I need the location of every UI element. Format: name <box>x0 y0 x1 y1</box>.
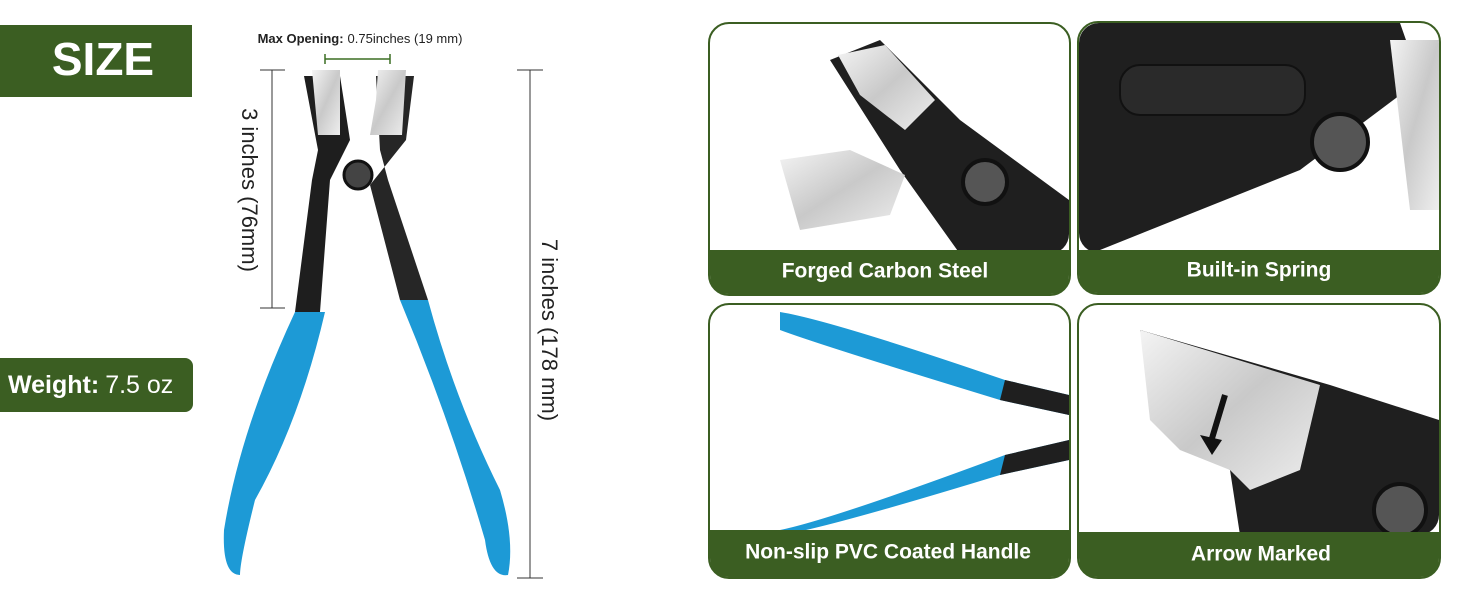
size-badge <box>0 25 192 97</box>
feature-panel: Built-in Spring <box>1077 21 1441 295</box>
feature-caption: Arrow Marked <box>1191 543 1331 566</box>
feature-caption: Non-slip PVC Coated Handle <box>745 541 1031 564</box>
weight-text: Weight: 7.5 oz <box>8 371 173 399</box>
feature-panel: Forged Carbon Steel <box>708 22 1071 296</box>
weight-label: Weight: <box>8 371 99 399</box>
feature-caption: Forged Carbon Steel <box>782 260 989 283</box>
feature-caption: Built-in Spring <box>1187 259 1332 282</box>
total-length: 7 inches (178 mm) <box>537 239 562 421</box>
max-opening-value: 0.75inches (19 mm) <box>348 31 463 46</box>
dimension-lines <box>260 69 543 579</box>
pliers-illustration <box>223 70 511 576</box>
weight-value: 7.5 oz <box>105 371 173 399</box>
jaw-length: 3 inches (76mm) <box>237 108 262 272</box>
size-label: SIZE <box>52 33 154 85</box>
feature-panel: Arrow Marked <box>1077 303 1441 579</box>
feature-panel: Non-slip PVC Coated Handle <box>708 303 1071 579</box>
weight-badge <box>0 358 193 412</box>
max-opening: Max Opening: 0.75inches (19 mm) <box>258 31 463 46</box>
max-opening-label: Max Opening: <box>258 31 344 46</box>
opening-arrow <box>324 54 391 64</box>
